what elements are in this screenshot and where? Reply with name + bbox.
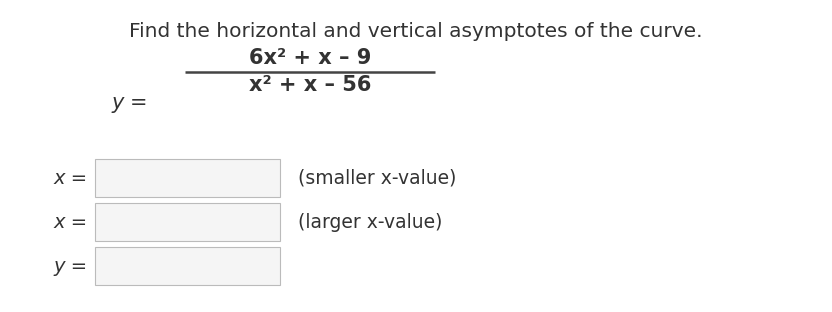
Text: (smaller x-value): (smaller x-value) (298, 168, 457, 188)
FancyBboxPatch shape (95, 247, 280, 285)
Text: y =: y = (54, 256, 88, 275)
Text: x =: x = (54, 212, 88, 232)
Text: x² + x – 56: x² + x – 56 (249, 75, 371, 95)
FancyBboxPatch shape (95, 159, 280, 197)
Text: Find the horizontal and vertical asymptotes of the curve.: Find the horizontal and vertical asympto… (129, 22, 703, 41)
Text: (larger x-value): (larger x-value) (298, 212, 443, 232)
Text: x =: x = (54, 168, 88, 188)
Text: y =: y = (111, 93, 148, 113)
Text: 6x² + x – 9: 6x² + x – 9 (249, 48, 371, 68)
FancyBboxPatch shape (95, 203, 280, 241)
